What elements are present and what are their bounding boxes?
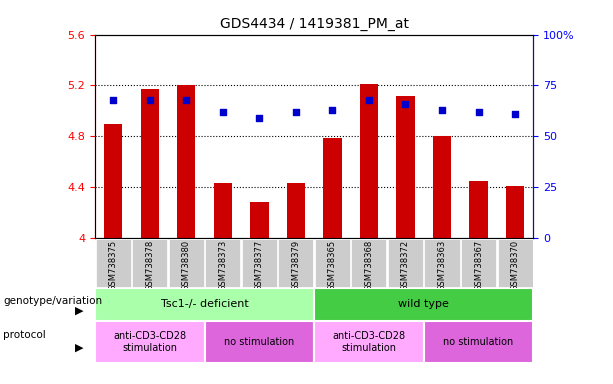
Text: GSM738363: GSM738363	[438, 240, 446, 291]
Point	[400, 101, 410, 107]
Bar	[360, 84, 378, 238]
Point	[474, 109, 484, 115]
Text: ▶: ▶	[75, 343, 84, 353]
Bar	[470, 181, 488, 238]
Bar	[287, 184, 305, 238]
FancyBboxPatch shape	[314, 288, 533, 321]
FancyBboxPatch shape	[205, 239, 240, 287]
FancyBboxPatch shape	[278, 239, 313, 287]
Text: ▶: ▶	[75, 306, 84, 316]
Text: Tsc1-/- deficient: Tsc1-/- deficient	[161, 299, 248, 310]
Text: GSM738372: GSM738372	[401, 240, 410, 291]
Text: anti-CD3-CD28
stimulation: anti-CD3-CD28 stimulation	[332, 331, 406, 353]
Text: GSM738375: GSM738375	[109, 240, 118, 291]
Bar	[250, 202, 268, 238]
Bar	[214, 184, 232, 238]
FancyBboxPatch shape	[95, 321, 205, 363]
Point	[254, 115, 264, 121]
Bar	[323, 137, 341, 238]
FancyBboxPatch shape	[205, 321, 314, 363]
Bar	[433, 136, 451, 238]
Text: GSM738379: GSM738379	[291, 240, 300, 291]
FancyBboxPatch shape	[96, 239, 131, 287]
Point	[218, 109, 228, 115]
FancyBboxPatch shape	[95, 288, 314, 321]
Text: anti-CD3-CD28
stimulation: anti-CD3-CD28 stimulation	[113, 331, 186, 353]
Point	[510, 111, 520, 117]
Point	[327, 107, 337, 113]
Text: GSM738378: GSM738378	[145, 240, 154, 291]
Title: GDS4434 / 1419381_PM_at: GDS4434 / 1419381_PM_at	[219, 17, 409, 31]
Point	[437, 107, 447, 113]
Text: GSM738380: GSM738380	[182, 240, 191, 291]
FancyBboxPatch shape	[424, 239, 460, 287]
Text: GSM738373: GSM738373	[218, 240, 227, 291]
Text: wild type: wild type	[398, 299, 449, 310]
Bar	[104, 124, 123, 238]
Text: GSM738365: GSM738365	[328, 240, 337, 291]
Text: GSM738370: GSM738370	[511, 240, 520, 291]
Point	[364, 97, 374, 103]
Point	[145, 97, 154, 103]
FancyBboxPatch shape	[169, 239, 204, 287]
FancyBboxPatch shape	[461, 239, 496, 287]
Bar	[397, 96, 414, 238]
Bar	[506, 186, 524, 238]
Text: GSM738368: GSM738368	[365, 240, 373, 291]
Point	[109, 97, 118, 103]
Bar	[177, 86, 196, 238]
FancyBboxPatch shape	[314, 321, 424, 363]
FancyBboxPatch shape	[132, 239, 167, 287]
Point	[181, 97, 191, 103]
FancyBboxPatch shape	[242, 239, 277, 287]
Point	[291, 109, 301, 115]
FancyBboxPatch shape	[315, 239, 350, 287]
FancyBboxPatch shape	[351, 239, 386, 287]
Text: no stimulation: no stimulation	[224, 337, 294, 347]
FancyBboxPatch shape	[424, 321, 533, 363]
Bar	[140, 89, 159, 238]
Text: GSM738367: GSM738367	[474, 240, 483, 291]
FancyBboxPatch shape	[388, 239, 423, 287]
Text: no stimulation: no stimulation	[443, 337, 514, 347]
Text: GSM738377: GSM738377	[255, 240, 264, 291]
FancyBboxPatch shape	[498, 239, 533, 287]
Text: protocol: protocol	[3, 330, 46, 341]
Text: genotype/variation: genotype/variation	[3, 296, 102, 306]
